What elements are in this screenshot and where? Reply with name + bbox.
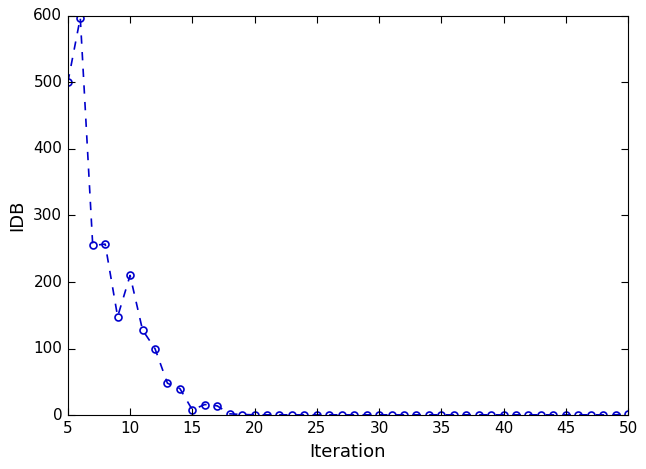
Y-axis label: IDB: IDB <box>8 200 26 231</box>
X-axis label: Iteration: Iteration <box>309 443 386 461</box>
